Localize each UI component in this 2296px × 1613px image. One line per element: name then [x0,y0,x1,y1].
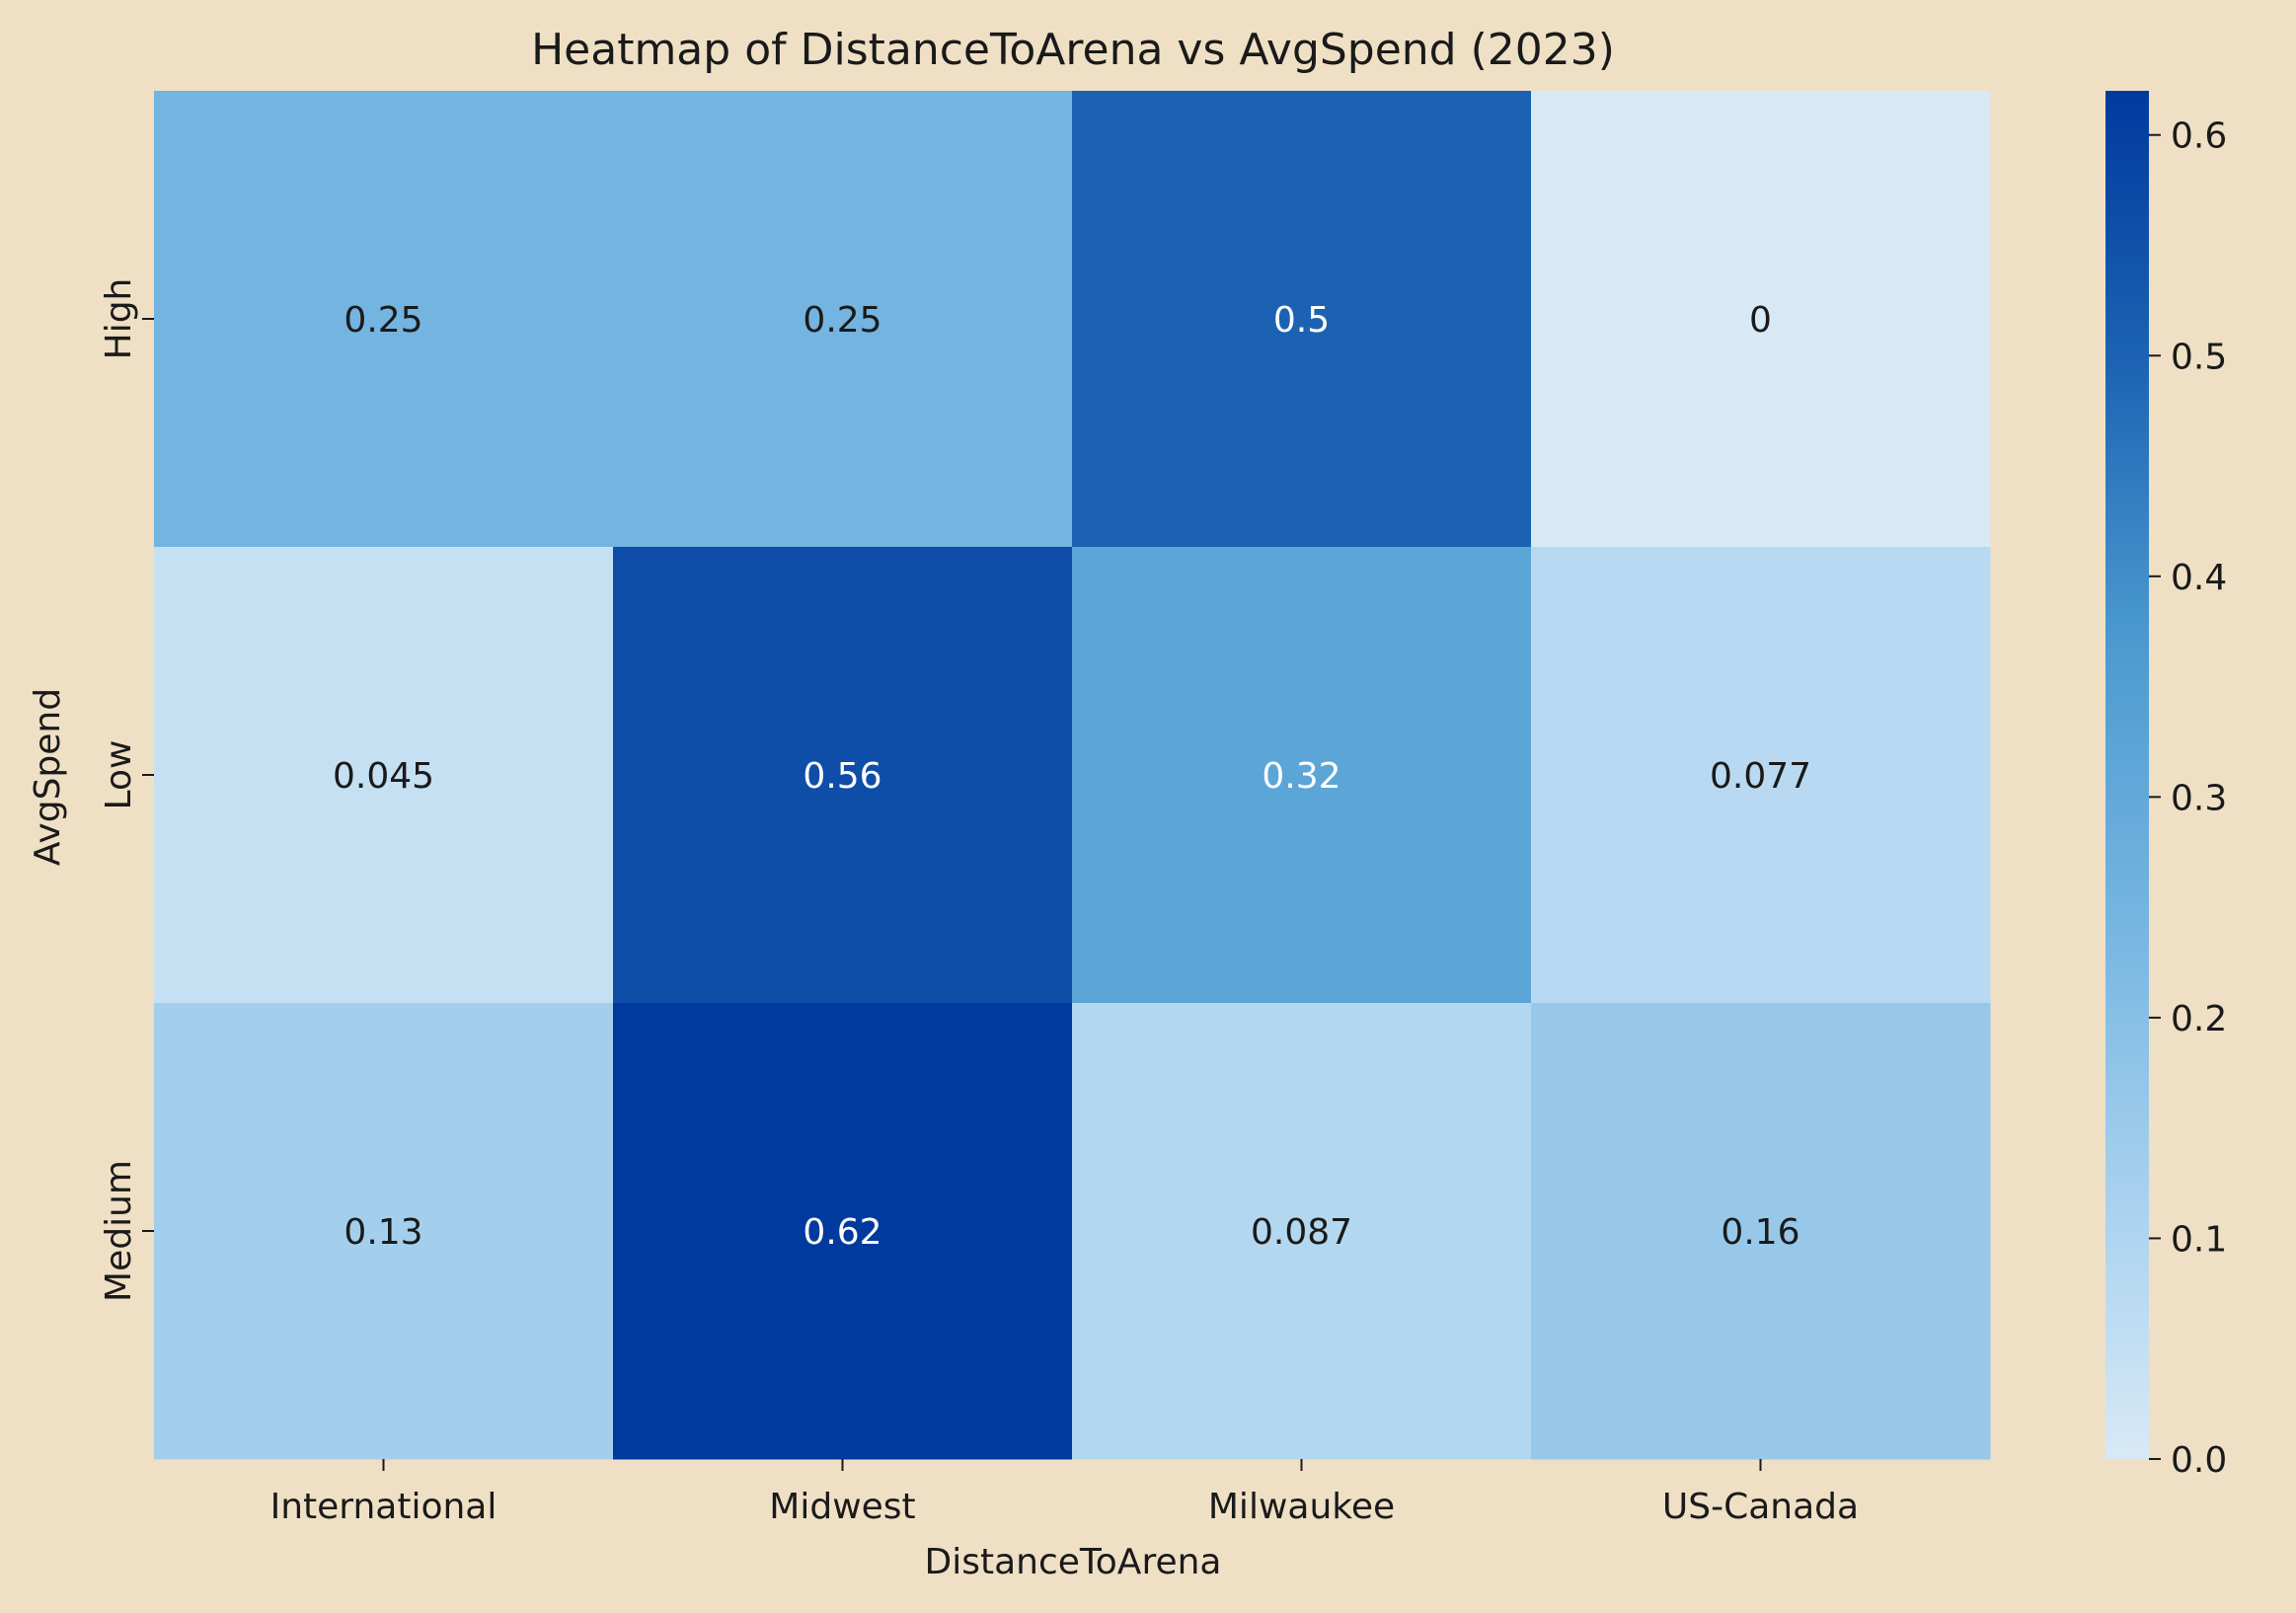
colorbar-tick-label: 0.2 [2171,999,2227,1039]
cell-value-label: 0 [1749,300,1772,341]
heatmap-cell [1072,1003,1532,1460]
colorbar-tick-label: 0.1 [2171,1219,2227,1260]
cell-value-label: 0.087 [1251,1212,1352,1253]
cell-value-label: 0.25 [803,300,881,341]
heatmap-cell [1072,91,1532,548]
colorbar-tick-label: 0.4 [2171,558,2227,598]
cell-value-label: 0.32 [1262,756,1340,797]
heatmap-cell [154,547,614,1004]
heatmap-cell [613,547,1073,1004]
chart-title: Heatmap of DistanceToArena vs AvgSpend (… [531,25,1615,75]
x-tick-label: US-Canada [1662,1487,1859,1527]
y-axis-label: AvgSpend [28,688,68,866]
cell-value-label: 0.62 [803,1212,881,1253]
cell-value-label: 0.5 [1273,300,1330,341]
y-tick-label: High [99,278,139,360]
heatmap-cell [613,1003,1073,1460]
cell-value-label: 0.56 [803,756,881,797]
x-tick-label: Milwaukee [1208,1487,1395,1527]
heatmap-cell [154,1003,614,1460]
heatmap-cell [154,91,614,548]
x-axis-ticks: International Midwest Milwaukee US-Canada [270,1459,1859,1527]
heatmap-cell [613,91,1073,548]
x-tick-label: Midwest [769,1487,915,1527]
x-tick-label: International [270,1487,497,1527]
cell-value-label: 0.077 [1710,756,1811,797]
colorbar-ticks: 0.0 0.1 0.2 0.3 0.4 0.5 0.6 [2149,116,2227,1481]
cell-value-label: 0.13 [344,1212,422,1253]
heatmap-cell [1531,91,1991,548]
x-axis-label: DistanceToArena [925,1542,1222,1582]
cell-value-label: 0.16 [1721,1212,1799,1253]
heatmap-cell [1531,547,1991,1004]
colorbar [2105,91,2149,1459]
colorbar-tick-label: 0.6 [2171,116,2227,157]
colorbar-tick-label: 0.3 [2171,778,2227,818]
heatmap-cells: 0.25 0.25 0.5 0 0.045 0.56 0.32 0.077 0.13 0.62 0.… [154,91,1991,1460]
y-tick-label: Low [99,740,139,810]
colorbar-tick-label: 0.0 [2171,1440,2227,1481]
y-tick-label: Medium [99,1160,139,1302]
heatmap-cell [1531,1003,1991,1460]
cell-value-label: 0.045 [333,756,434,797]
y-axis-ticks: High Low Medium [99,278,154,1302]
colorbar-tick-label: 0.5 [2171,337,2227,377]
cell-value-label: 0.25 [344,300,422,341]
heatmap-cell [1072,547,1532,1004]
